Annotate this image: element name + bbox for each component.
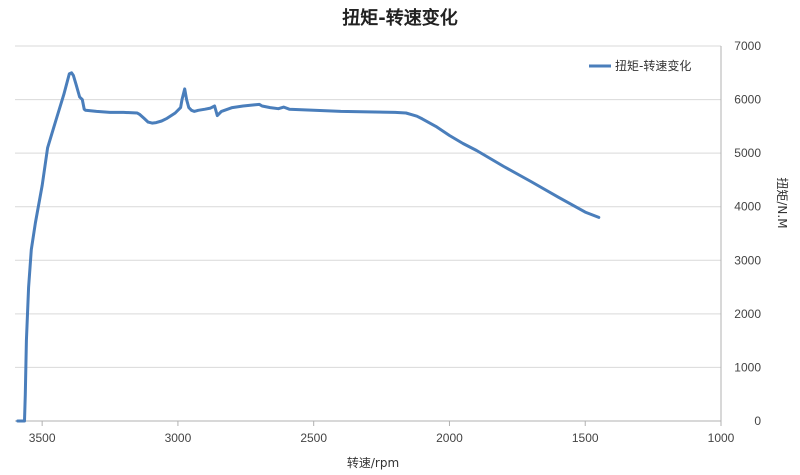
y-axis-label: 扭矩/N.M — [775, 177, 789, 228]
y-tick-label: 0 — [754, 414, 761, 428]
x-tick-label: 1000 — [708, 431, 735, 445]
y-axis-ticks: 0 1000 2000 3000 4000 5000 6000 7000 — [734, 39, 761, 428]
y-tick-label: 6000 — [734, 93, 761, 107]
legend: 扭矩-转速变化 — [589, 58, 691, 73]
y-tick-label: 7000 — [734, 39, 761, 53]
x-axis-ticks: 3500 3000 2500 2000 1500 1000 — [29, 421, 735, 445]
gridlines — [15, 45, 721, 368]
y-tick-label: 5000 — [734, 146, 761, 160]
chart-title: 扭矩-转速变化 — [342, 7, 457, 29]
series-line — [16, 71, 601, 423]
x-tick-label: 2500 — [300, 431, 327, 445]
y-tick-label: 2000 — [734, 307, 761, 321]
y-tick-label: 4000 — [734, 200, 761, 214]
y-tick-label: 3000 — [734, 253, 761, 267]
x-tick-label: 3000 — [165, 431, 192, 445]
x-axis-label: 转速/rpm — [347, 455, 399, 470]
x-tick-label: 3500 — [29, 431, 56, 445]
x-tick-label: 2000 — [436, 431, 463, 445]
x-tick-label: 1500 — [572, 431, 599, 445]
legend-label: 扭矩-转速变化 — [615, 58, 691, 73]
y-tick-label: 1000 — [734, 360, 761, 374]
